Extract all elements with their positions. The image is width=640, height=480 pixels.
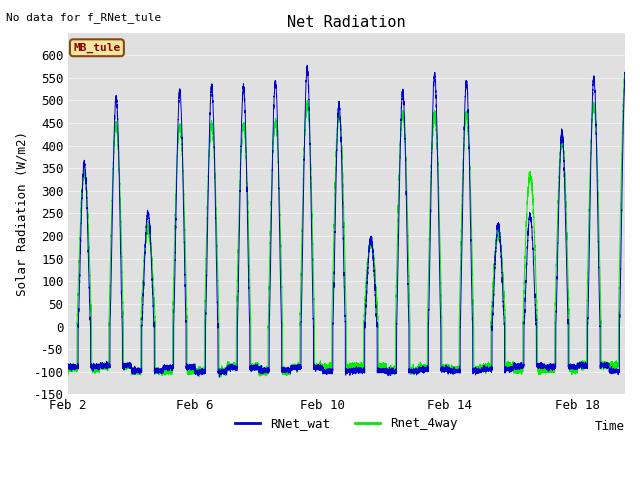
Rnet_4way: [64, 367, 72, 372]
Rnet_4way: [509, 365, 516, 371]
RNet_wat: [509, 367, 516, 372]
Rnet_4way: [524, 184, 532, 190]
Text: MB_tule: MB_tule: [74, 43, 120, 53]
Y-axis label: Solar Radiation (W/m2): Solar Radiation (W/m2): [15, 131, 28, 296]
RNet_wat: [504, 368, 511, 373]
Rnet_4way: [621, 71, 628, 77]
RNet_wat: [621, 71, 629, 76]
Rnet_4way: [283, 368, 291, 374]
Text: No data for f_RNet_tule: No data for f_RNet_tule: [6, 12, 162, 23]
RNet_wat: [283, 368, 291, 374]
Rnet_4way: [299, 208, 307, 214]
Rnet_4way: [215, 374, 223, 380]
Title: Net Radiation: Net Radiation: [287, 15, 406, 30]
RNet_wat: [299, 254, 307, 260]
RNet_wat: [216, 374, 223, 380]
Text: Time: Time: [595, 420, 625, 433]
Rnet_4way: [482, 363, 490, 369]
Line: Rnet_4way: Rnet_4way: [68, 74, 625, 377]
Legend: RNet_wat, Rnet_4way: RNet_wat, Rnet_4way: [230, 412, 463, 435]
RNet_wat: [482, 367, 490, 372]
RNet_wat: [303, 62, 311, 68]
RNet_wat: [524, 229, 532, 235]
RNet_wat: [64, 362, 72, 368]
Rnet_4way: [621, 72, 629, 78]
Line: RNet_wat: RNet_wat: [68, 65, 625, 377]
Rnet_4way: [504, 365, 511, 371]
